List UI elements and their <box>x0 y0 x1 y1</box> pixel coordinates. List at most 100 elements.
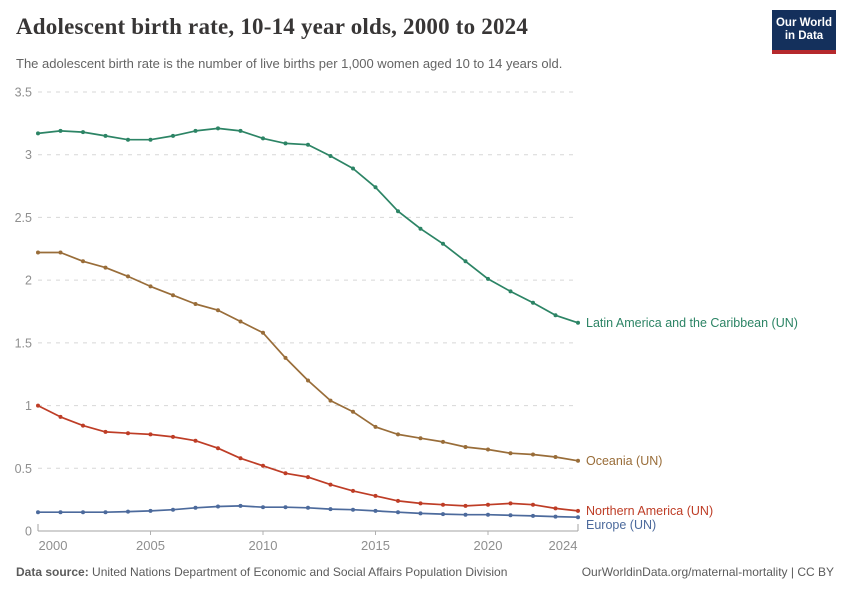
data-point[interactable] <box>261 330 265 335</box>
data-point[interactable] <box>373 493 378 498</box>
data-point[interactable] <box>418 501 423 506</box>
data-point[interactable] <box>531 300 535 305</box>
data-point[interactable] <box>576 508 580 513</box>
data-point[interactable] <box>553 455 558 459</box>
data-point[interactable] <box>193 438 198 443</box>
data-point[interactable] <box>283 141 288 146</box>
data-point[interactable] <box>216 504 220 509</box>
series-line-oceania-un[interactable] <box>36 250 580 463</box>
data-point[interactable] <box>508 451 513 456</box>
data-point[interactable] <box>306 378 310 383</box>
data-point[interactable] <box>81 423 85 428</box>
data-point[interactable] <box>58 510 63 515</box>
data-point[interactable] <box>193 302 198 306</box>
data-point[interactable] <box>351 488 355 493</box>
data-point[interactable] <box>441 512 445 517</box>
series-label-latin-america-and-the-caribbean-un[interactable]: Latin America and the Caribbean (UN) <box>586 316 798 330</box>
data-point[interactable] <box>486 512 490 517</box>
data-point[interactable] <box>283 355 288 360</box>
data-point[interactable] <box>103 133 108 138</box>
data-point[interactable] <box>216 126 220 131</box>
credit-link[interactable]: OurWorldinData.org/maternal-mortality | … <box>581 565 834 579</box>
data-point[interactable] <box>306 505 310 510</box>
data-point[interactable] <box>36 131 40 136</box>
data-point[interactable] <box>531 513 535 518</box>
data-point[interactable] <box>553 514 558 519</box>
data-point[interactable] <box>103 510 108 515</box>
series-line-northern-america-un[interactable] <box>36 403 580 513</box>
data-point[interactable] <box>328 398 333 403</box>
data-point[interactable] <box>238 456 243 461</box>
data-point[interactable] <box>486 502 490 507</box>
data-point[interactable] <box>171 434 175 439</box>
data-point[interactable] <box>148 137 153 142</box>
data-point[interactable] <box>81 259 85 264</box>
data-point[interactable] <box>58 128 63 133</box>
data-point[interactable] <box>306 475 310 480</box>
data-point[interactable] <box>373 185 378 190</box>
data-point[interactable] <box>171 133 175 138</box>
data-point[interactable] <box>328 507 333 512</box>
data-point[interactable] <box>238 128 243 133</box>
data-point[interactable] <box>306 142 310 147</box>
data-point[interactable] <box>58 250 63 255</box>
data-point[interactable] <box>351 507 355 512</box>
data-point[interactable] <box>126 509 130 514</box>
data-point[interactable] <box>531 452 535 457</box>
data-point[interactable] <box>193 128 198 133</box>
series-line-europe-un[interactable] <box>36 503 580 520</box>
data-point[interactable] <box>216 308 220 313</box>
data-point[interactable] <box>328 154 333 158</box>
data-point[interactable] <box>441 439 445 444</box>
data-point[interactable] <box>463 259 468 264</box>
series-label-oceania-un[interactable]: Oceania (UN) <box>586 454 662 468</box>
data-point[interactable] <box>283 471 288 476</box>
data-point[interactable] <box>486 447 490 452</box>
data-point[interactable] <box>351 166 355 171</box>
data-point[interactable] <box>351 409 355 414</box>
data-point[interactable] <box>441 241 445 246</box>
data-point[interactable] <box>261 505 265 510</box>
data-point[interactable] <box>463 445 468 449</box>
data-point[interactable] <box>36 403 40 408</box>
data-point[interactable] <box>193 505 198 510</box>
series-path[interactable] <box>37 404 579 512</box>
data-point[interactable] <box>216 446 220 451</box>
data-point[interactable] <box>261 463 265 468</box>
data-point[interactable] <box>261 136 265 141</box>
data-point[interactable] <box>441 502 445 507</box>
data-point[interactable] <box>396 432 400 437</box>
data-point[interactable] <box>418 511 423 516</box>
data-point[interactable] <box>508 513 513 518</box>
data-point[interactable] <box>576 458 580 463</box>
data-point[interactable] <box>171 507 175 512</box>
data-point[interactable] <box>283 505 288 510</box>
data-point[interactable] <box>418 436 423 441</box>
data-point[interactable] <box>531 502 535 507</box>
data-point[interactable] <box>508 501 513 506</box>
data-point[interactable] <box>171 293 175 298</box>
data-point[interactable] <box>553 506 558 511</box>
data-point[interactable] <box>373 508 378 513</box>
data-point[interactable] <box>576 320 580 325</box>
data-point[interactable] <box>36 510 40 515</box>
data-point[interactable] <box>486 276 490 281</box>
data-point[interactable] <box>396 510 400 515</box>
data-point[interactable] <box>103 429 108 434</box>
data-point[interactable] <box>576 515 580 520</box>
owid-logo[interactable]: Our World in Data <box>772 10 836 54</box>
data-point[interactable] <box>508 289 513 294</box>
data-point[interactable] <box>36 250 40 255</box>
data-point[interactable] <box>553 313 558 318</box>
series-label-northern-america-un[interactable]: Northern America (UN) <box>586 504 713 518</box>
data-point[interactable] <box>126 431 130 436</box>
data-point[interactable] <box>238 503 243 508</box>
data-point[interactable] <box>373 424 378 429</box>
data-point[interactable] <box>238 319 243 324</box>
data-point[interactable] <box>81 510 85 515</box>
series-path[interactable] <box>37 127 579 324</box>
data-point[interactable] <box>396 209 400 214</box>
data-point[interactable] <box>396 498 400 503</box>
data-point[interactable] <box>463 512 468 517</box>
